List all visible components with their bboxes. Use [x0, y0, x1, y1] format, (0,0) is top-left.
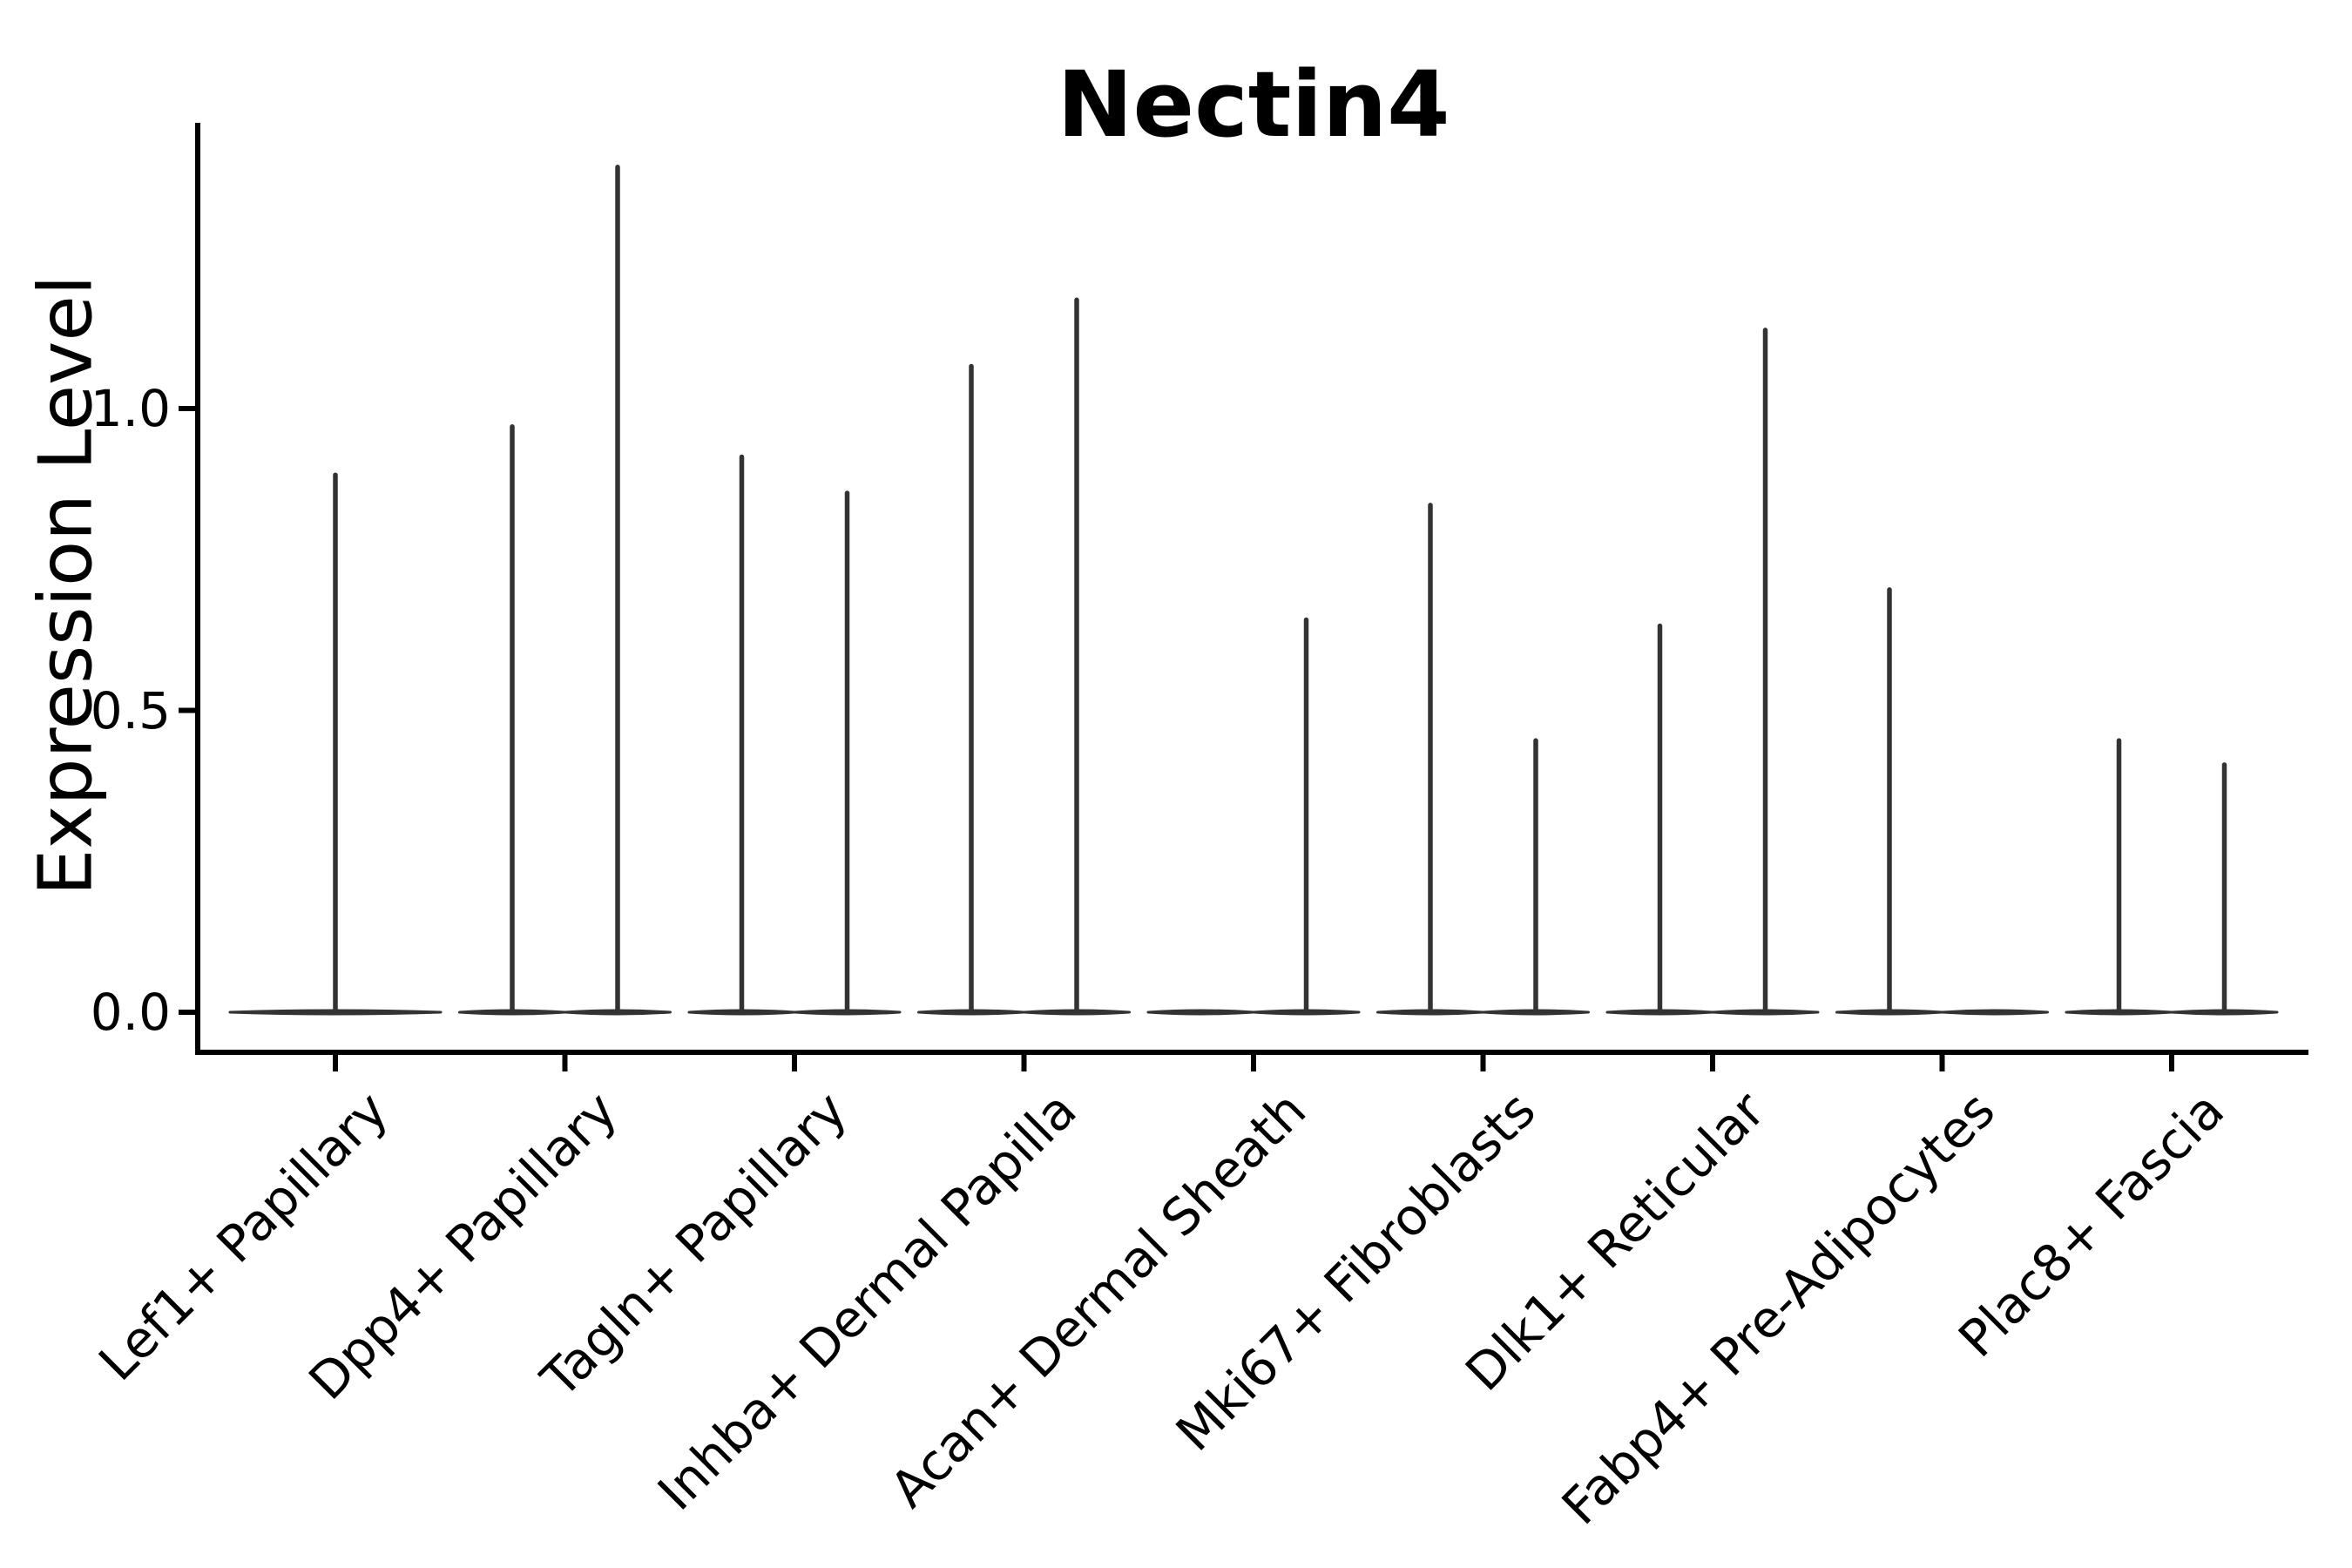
violin-base [1146, 1009, 1255, 1016]
chart-title: Nectin4 [1057, 51, 1450, 158]
violin-base [1941, 1009, 2049, 1016]
y-tick-label-1.0: 1.0 [90, 379, 171, 438]
y-tick-label-0.5: 0.5 [90, 680, 171, 740]
y-axis-label: Expression Level [23, 274, 110, 896]
y-tick-label-0.0: 0.0 [90, 983, 171, 1042]
